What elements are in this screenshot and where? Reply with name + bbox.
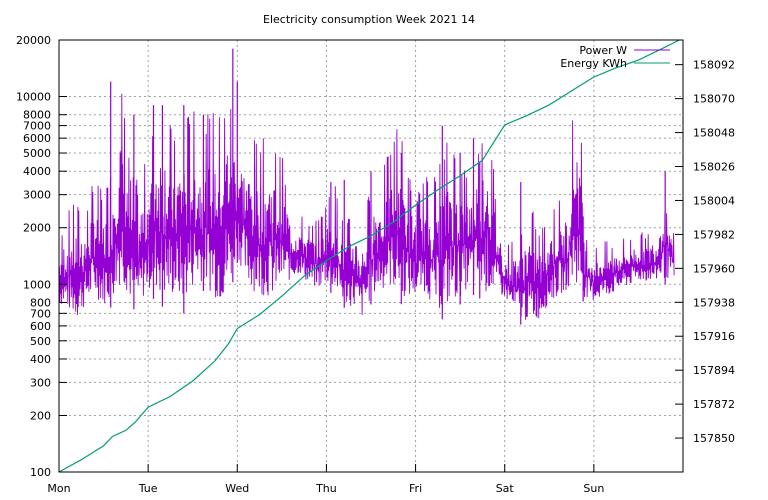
y-tick-label: 7000 [23, 120, 51, 133]
x-tick-label: Sat [496, 482, 515, 495]
legend: Power W Energy KWh [560, 44, 670, 70]
y2-tick-label: 157916 [693, 330, 735, 343]
y2-tick-label: 158026 [693, 161, 735, 174]
y2-tick-label: 158004 [693, 194, 735, 207]
y-tick-label: 200 [30, 409, 51, 422]
y-tick-label: 20000 [16, 34, 51, 47]
grid [59, 40, 683, 472]
x-tick-label: Wed [225, 482, 249, 495]
y-tick-label: 500 [30, 335, 51, 348]
y-tick-label: 700 [30, 307, 51, 320]
y-tick-label: 600 [30, 320, 51, 333]
y-tick-label: 8000 [23, 109, 51, 122]
x-tick-label: Sun [583, 482, 604, 495]
y-tick-label: 10000 [16, 91, 51, 104]
x-tick-label: Mon [47, 482, 70, 495]
y2-tick-label: 158092 [693, 59, 735, 72]
x-tick-label: Fri [409, 482, 422, 495]
energy-series [58, 39, 680, 473]
y-tick-label: 400 [30, 353, 51, 366]
energy-line [58, 39, 680, 473]
y2-tick-label: 158070 [693, 93, 735, 106]
legend-label-power: Power W [579, 44, 627, 57]
y-tick-label: 5000 [23, 147, 51, 160]
y-tick-label: 300 [30, 376, 51, 389]
y-tick-label: 6000 [23, 132, 51, 145]
y-tick-label: 1000 [23, 278, 51, 291]
chart-title: Electricity consumption Week 2021 14 [263, 13, 475, 26]
y2-tick-label: 157872 [693, 398, 735, 411]
y-tick-label: 2000 [23, 222, 51, 235]
x-tick-label: Tue [138, 482, 158, 495]
y-tick-label: 800 [30, 296, 51, 309]
y2-tick-label: 157938 [693, 296, 735, 309]
y2-tick-label: 157960 [693, 262, 735, 275]
y2-tick-label: 158048 [693, 127, 735, 140]
power-series [58, 48, 675, 325]
plot-frame [58, 39, 684, 473]
x-tick-label: Thu [315, 482, 337, 495]
y-tick-label: 3000 [23, 189, 51, 202]
y2-tick-label: 157982 [693, 228, 735, 241]
power-line [58, 93, 675, 320]
legend-label-energy: Energy KWh [560, 57, 627, 70]
y-tick-label: 100 [30, 466, 51, 479]
y-tick-label: 4000 [23, 165, 51, 178]
y2-tick-label: 157850 [693, 432, 735, 445]
y2-tick-label: 157894 [693, 364, 735, 377]
